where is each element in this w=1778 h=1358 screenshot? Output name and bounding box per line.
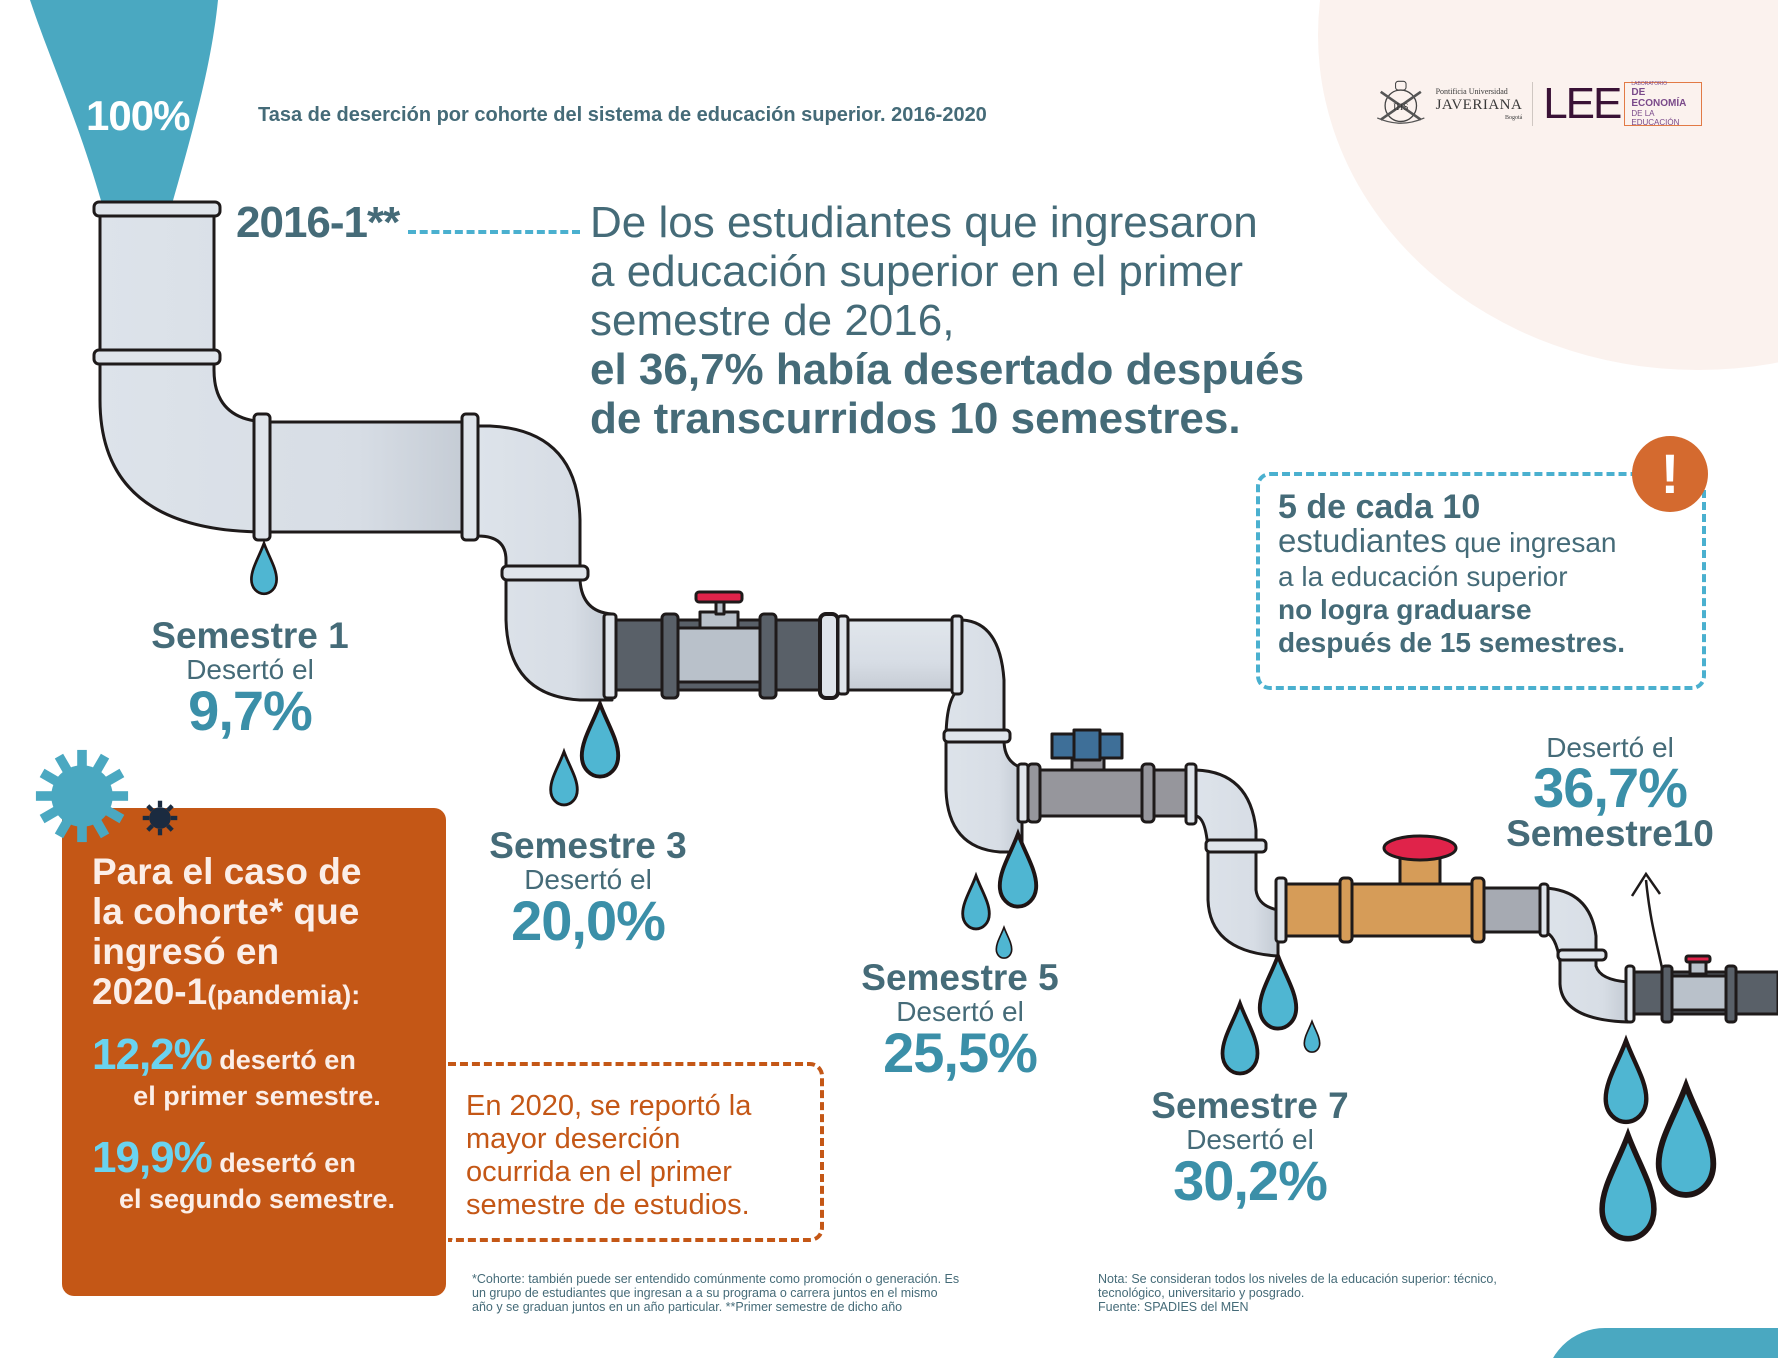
semester-percentage: 20,0% <box>511 889 666 952</box>
headline-line: semestre de 2016, <box>590 296 955 345</box>
footnote-line: año y se graduan juntos en un año partic… <box>472 1300 903 1314</box>
stat-text: el primer semestre. <box>133 1081 381 1111</box>
semester-subtitle: Desertó el <box>896 996 1024 1027</box>
footnote-source: Nota: Se consideran todos los niveles de… <box>1098 1272 1568 1314</box>
headline-bold-line: de transcurridos 10 semestres. <box>590 394 1241 443</box>
pandemic-heading-line: ingresó en <box>92 931 280 972</box>
stat-text: desertó en <box>211 1045 356 1075</box>
water-funnel-icon <box>30 0 218 204</box>
university-city: Bogotá <box>1504 114 1523 121</box>
headline-line: a educación superior en el primer <box>590 247 1244 296</box>
lee-wordmark: LEE <box>1543 79 1622 128</box>
callout-line: 5 de cada 10 <box>1278 488 1481 526</box>
semester-subtitle: Desertó el <box>186 654 314 685</box>
pandemic-note-box: En 2020, se reportó la mayor deserción o… <box>448 1062 824 1242</box>
callout-line: después de 15 semestres. <box>1278 627 1626 658</box>
javeriana-crest-icon: IHS <box>1376 80 1425 124</box>
lab-line-3: DE LA EDUCACIÓN <box>1631 109 1680 127</box>
pandemic-heading-line: la cohorte* que <box>92 891 360 932</box>
pandemic-stat-2: 19,9% desertó en el segundo semestre. <box>92 1136 446 1217</box>
university-name: JAVERIANA <box>1435 96 1523 113</box>
pandemic-heading-line: Para el caso de <box>92 851 362 892</box>
orange-note-connector <box>440 1062 448 1242</box>
note-line: En 2020, se reportó la <box>466 1090 752 1122</box>
university-small-text: Pontificia Universidad <box>1435 86 1508 96</box>
callout-big-text: estudiantes <box>1278 522 1447 559</box>
virus-icon <box>34 748 130 844</box>
exclamation-icon: ! <box>1632 436 1708 512</box>
pandemic-year: 2020-1 <box>92 971 208 1012</box>
graduation-callout: 5 de cada 10 estudiantes que ingresan a … <box>1256 472 1706 690</box>
footnote-line: Nota: Se consideran todos los niveles de… <box>1098 1272 1497 1286</box>
note-line: ocurrida en el primer <box>466 1156 732 1188</box>
semester-title: Semestre 1 <box>151 615 349 656</box>
background-blue-blob <box>1545 1328 1778 1358</box>
stat-value: 19,9% <box>92 1133 213 1182</box>
stat-text: desertó en <box>211 1148 356 1178</box>
semester-percentage: 30,2% <box>1173 1149 1328 1212</box>
funnel-percentage: 100% <box>86 92 190 139</box>
note-line: mayor deserción <box>466 1123 681 1155</box>
semester-title: Semestre 5 <box>861 957 1059 998</box>
semester-subtitle: Desertó el <box>1546 732 1674 763</box>
chart-title: Tasa de deserción por cohorte del sistem… <box>258 104 987 126</box>
callout-small-text: que ingresan <box>1446 527 1617 558</box>
semester-subtitle: Desertó el <box>524 864 652 895</box>
semester-subtitle: Desertó el <box>1186 1124 1314 1155</box>
pandemic-cohort-box: Para el caso de la cohorte* que ingresó … <box>62 808 446 1296</box>
callout-line: estudiantes que ingresan <box>1278 524 1702 560</box>
footnote-line: Fuente: SPADIES del MEN <box>1098 1300 1249 1314</box>
semester-label-1: Semestre 1 Desertó el 9,7% <box>130 615 370 742</box>
lab-line-2: DE ECONOMÍA <box>1631 87 1687 109</box>
virus-small-icon <box>142 800 178 836</box>
cohort-label: 2016-1** <box>236 198 400 247</box>
semester-title: Semestre 7 <box>1151 1085 1349 1126</box>
stat-text: el segundo semestre. <box>118 1184 396 1214</box>
logos: IHS Pontificia Universidad JAVERIANA Bog… <box>1372 76 1702 132</box>
headline-bold-line: el 36,7% había desertado después <box>590 345 1305 394</box>
callout-line: no logra graduarse <box>1278 594 1532 625</box>
semester-percentage: 25,5% <box>883 1021 1038 1084</box>
lee-lab-box: LABORATORIO DE ECONOMÍA DE LA EDUCACIÓN <box>1624 81 1702 127</box>
semester-label-10: Desertó el 36,7% Semestre10 <box>1490 734 1730 854</box>
semester-label-7: Semestre 7 Desertó el 30,2% <box>1130 1085 1370 1212</box>
lab-line-1: LABORATORIO <box>1631 81 1668 87</box>
pandemic-note: (pandemia): <box>207 980 361 1010</box>
semester-title: Semestre10 <box>1506 813 1714 854</box>
footnote-line: *Cohorte: también puede ser entendido co… <box>472 1272 960 1286</box>
pandemic-heading-line: 2020-1(pandemia): <box>92 972 446 1015</box>
semester-label-3: Semestre 3 Desertó el 20,0% <box>468 825 708 952</box>
pandemic-stat-1: 12,2% desertó en el primer semestre. <box>92 1033 446 1114</box>
stat-value: 12,2% <box>92 1030 213 1079</box>
headline-line: De los estudiantes que ingresaron <box>590 198 1258 247</box>
semester-title: Semestre 3 <box>489 825 687 866</box>
logo-divider <box>1532 82 1534 126</box>
headline: De los estudiantes que ingresaron a educ… <box>590 198 1450 443</box>
cohort-connector-line <box>408 230 580 234</box>
svg-text:IHS: IHS <box>1393 102 1408 113</box>
semester-percentage: 9,7% <box>188 679 313 742</box>
footnote-cohort: *Cohorte: también puede ser entendido co… <box>472 1272 1032 1314</box>
callout-line: a la educación superior <box>1278 561 1568 592</box>
javeriana-wordmark: Pontificia Universidad JAVERIANA Bogotá <box>1435 86 1523 121</box>
footnote-line: un grupo de estudiantes que ingresan a a… <box>472 1286 938 1300</box>
note-line: semestre de estudios. <box>466 1189 750 1221</box>
semester-label-5: Semestre 5 Desertó el 25,5% <box>840 957 1080 1084</box>
semester-percentage: 36,7% <box>1533 756 1688 819</box>
footnote-line: tecnológico, universitario y posgrado. <box>1098 1286 1305 1300</box>
